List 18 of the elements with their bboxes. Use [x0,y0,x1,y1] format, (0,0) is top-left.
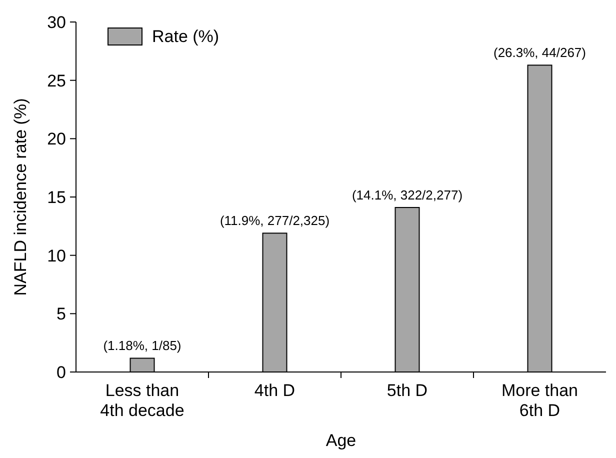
x-tick-label: Less than 4th decade [100,381,184,420]
data-label: (26.3%, 44/267) [493,45,586,60]
y-tick-label: 20 [47,130,66,149]
legend-label: Rate (%) [152,26,220,46]
x-tick-label: 4th D [254,381,296,400]
x-tick-label: More than 6th D [501,381,578,420]
y-tick-label: 0 [56,362,66,382]
y-axis-title: NAFLD incidence rate (%) [11,98,30,296]
y-tick-label: 5 [56,304,66,324]
data-label: (14.1%, 322/2,277) [352,188,463,202]
data-label: (11.9%, 277/2,325) [220,213,330,228]
data-label: (1.18%, 1/85) [103,338,182,354]
y-tick-label: 25 [47,71,66,90]
y-tick-label: 15 [47,188,66,207]
y-tick-label: 10 [47,246,66,266]
x-axis-title: Age [326,431,356,450]
x-tick-label: 5th D [386,381,428,400]
y-tick-label: 30 [47,12,66,32]
